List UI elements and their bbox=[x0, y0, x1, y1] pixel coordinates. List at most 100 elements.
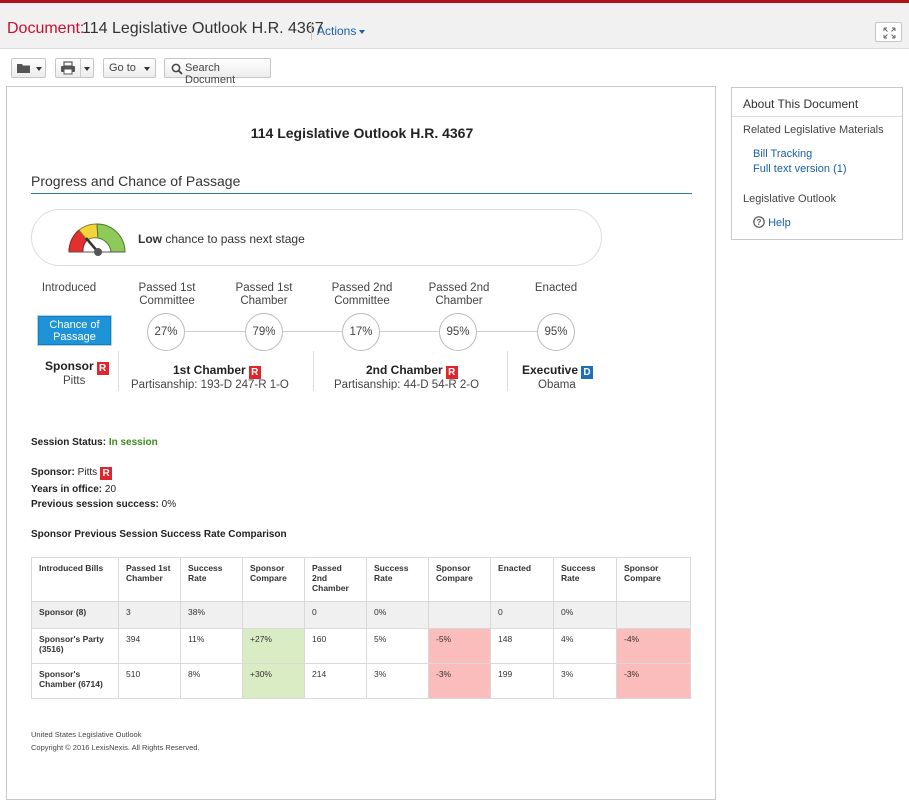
table-cell-positive: +27% bbox=[242, 628, 305, 664]
party-badge-republican: R bbox=[96, 362, 109, 375]
folder-button[interactable] bbox=[11, 58, 46, 78]
party-badge-republican: R bbox=[445, 366, 458, 379]
about-document-panel: About This Document Related Legislative … bbox=[731, 87, 903, 240]
stage-chance-circle: 27% bbox=[147, 313, 185, 351]
table-header: Introduced Bills bbox=[31, 557, 119, 602]
table-cell-positive: +30% bbox=[242, 663, 305, 699]
table-header: Success Rate bbox=[553, 557, 617, 602]
table-cell: 199 bbox=[490, 663, 554, 699]
comparison-title-text: Sponsor Previous Session Success Rate Co… bbox=[31, 529, 287, 540]
party-badge-republican: R bbox=[248, 366, 261, 379]
comparison-table: Introduced Bills Passed 1st Chamber Succ… bbox=[31, 557, 691, 699]
table-cell: 0% bbox=[366, 601, 429, 629]
help-icon: ? bbox=[753, 216, 765, 228]
years-label: Years in office: bbox=[31, 484, 103, 495]
table-header: Passed 1st Chamber bbox=[118, 557, 181, 602]
session-status-value: In session bbox=[108, 437, 158, 448]
table-cell: Sponsor's Chamber (6714) bbox=[31, 663, 119, 699]
table-cell bbox=[242, 601, 305, 629]
title-separator bbox=[311, 22, 312, 40]
actions-menu[interactable]: Actions bbox=[317, 24, 366, 38]
sponsor-line: Sponsor: Pitts R bbox=[31, 467, 113, 480]
table-header-row: Introduced Bills Passed 1st Chamber Succ… bbox=[31, 557, 691, 602]
column-divider bbox=[507, 351, 508, 391]
help-label: Help bbox=[768, 217, 791, 229]
table-cell bbox=[616, 601, 691, 629]
stage-introduced: Introduced bbox=[41, 282, 97, 294]
session-status-label: Session Status: bbox=[31, 437, 107, 448]
table-cell-negative: -3% bbox=[428, 663, 491, 699]
table-cell-negative: -5% bbox=[428, 628, 491, 664]
executive-heading: Executive D bbox=[522, 363, 594, 379]
table-cell: 3% bbox=[366, 663, 429, 699]
table-cell: 394 bbox=[118, 628, 181, 664]
first-chamber-heading-text: 1st Chamber bbox=[173, 363, 246, 377]
table-cell: 11% bbox=[180, 628, 243, 664]
table-header: Passed 2nd Chamber bbox=[304, 557, 367, 602]
stage-chance-circle: 17% bbox=[342, 313, 380, 351]
goto-button[interactable]: Go to bbox=[103, 58, 156, 78]
years-in-office: Years in office: 20 bbox=[31, 484, 116, 495]
sponsor-name: Pitts bbox=[63, 375, 86, 387]
table-header: Sponsor Compare bbox=[428, 557, 491, 602]
full-text-link[interactable]: Full text version (1) bbox=[753, 163, 847, 175]
table-cell: 148 bbox=[490, 628, 554, 664]
table-header: Sponsor Compare bbox=[616, 557, 691, 602]
sponsor-label: Sponsor: bbox=[31, 467, 75, 478]
table-cell: 0 bbox=[304, 601, 367, 629]
second-chamber-partisanship: Partisanship: 44-D 54-R 2-O bbox=[334, 379, 480, 390]
table-cell: 3 bbox=[118, 601, 181, 629]
expand-icon bbox=[883, 27, 896, 39]
goto-label: Go to bbox=[109, 62, 136, 74]
table-cell: 5% bbox=[366, 628, 429, 664]
stage-chance-circle: 95% bbox=[537, 313, 575, 351]
stage-enacted: Enacted bbox=[534, 282, 578, 294]
table-row: Sponsor's Chamber (6714) 510 8% +30% 214… bbox=[31, 663, 691, 699]
folder-icon bbox=[17, 64, 30, 73]
table-cell: 160 bbox=[304, 628, 367, 664]
search-document-label: Search Document bbox=[185, 62, 236, 86]
table-header: Sponsor Compare bbox=[242, 557, 305, 602]
table-header: Success Rate bbox=[366, 557, 429, 602]
caret-down-icon bbox=[359, 29, 366, 34]
table-cell: 510 bbox=[118, 663, 181, 699]
top-accent-line bbox=[0, 0, 909, 3]
chevron-down-icon bbox=[84, 67, 90, 71]
previous-session-success: Previous session success: 0% bbox=[31, 499, 176, 510]
search-icon bbox=[171, 63, 183, 75]
expand-button[interactable] bbox=[875, 22, 902, 42]
table-cell: Sponsor (8) bbox=[31, 601, 119, 629]
chance-text: Low chance to pass next stage bbox=[138, 232, 305, 246]
table-cell: 0% bbox=[553, 601, 617, 629]
document-title: 114 Legislative Outlook H.R. 4367 bbox=[82, 20, 324, 37]
chevron-down-icon bbox=[144, 67, 150, 71]
table-cell-negative: -3% bbox=[616, 663, 691, 699]
search-document-button[interactable]: Search Document bbox=[164, 58, 271, 86]
legislative-outlook-label: Legislative Outlook bbox=[743, 193, 836, 205]
table-cell bbox=[428, 601, 491, 629]
previous-success-label: Previous session success: bbox=[31, 499, 159, 510]
table-row: Sponsor (8) 3 38% 0 0% 0 0% bbox=[31, 601, 691, 629]
executive-heading-text: Executive bbox=[522, 363, 579, 377]
first-chamber-partisanship: Partisanship: 193-D 247-R 1-O bbox=[131, 379, 289, 390]
party-badge-democrat: D bbox=[581, 366, 594, 379]
gauge-icon bbox=[68, 223, 126, 256]
sponsor-heading-text: Sponsor bbox=[45, 359, 94, 373]
split-divider bbox=[80, 59, 81, 77]
chevron-down-icon bbox=[36, 67, 42, 71]
years-value: 20 bbox=[104, 484, 117, 495]
sponsor-value: Pitts bbox=[77, 467, 98, 478]
table-cell: 4% bbox=[553, 628, 617, 664]
sponsor-heading: Sponsor R bbox=[45, 359, 109, 375]
print-button[interactable] bbox=[55, 58, 94, 78]
footer-copyright: Copyright © 2016 LexisNexis. All Rights … bbox=[31, 743, 200, 752]
column-divider bbox=[118, 351, 119, 391]
bill-tracking-link[interactable]: Bill Tracking bbox=[753, 148, 813, 160]
help-link[interactable]: ? Help bbox=[753, 216, 791, 229]
stage-chance-circle: 79% bbox=[245, 313, 283, 351]
about-heading: About This Document bbox=[743, 97, 859, 111]
about-divider bbox=[732, 116, 902, 117]
table-cell: 3% bbox=[553, 663, 617, 699]
document-heading: 114 Legislative Outlook H.R. 4367 bbox=[250, 125, 474, 141]
table-header: Enacted bbox=[490, 557, 554, 602]
